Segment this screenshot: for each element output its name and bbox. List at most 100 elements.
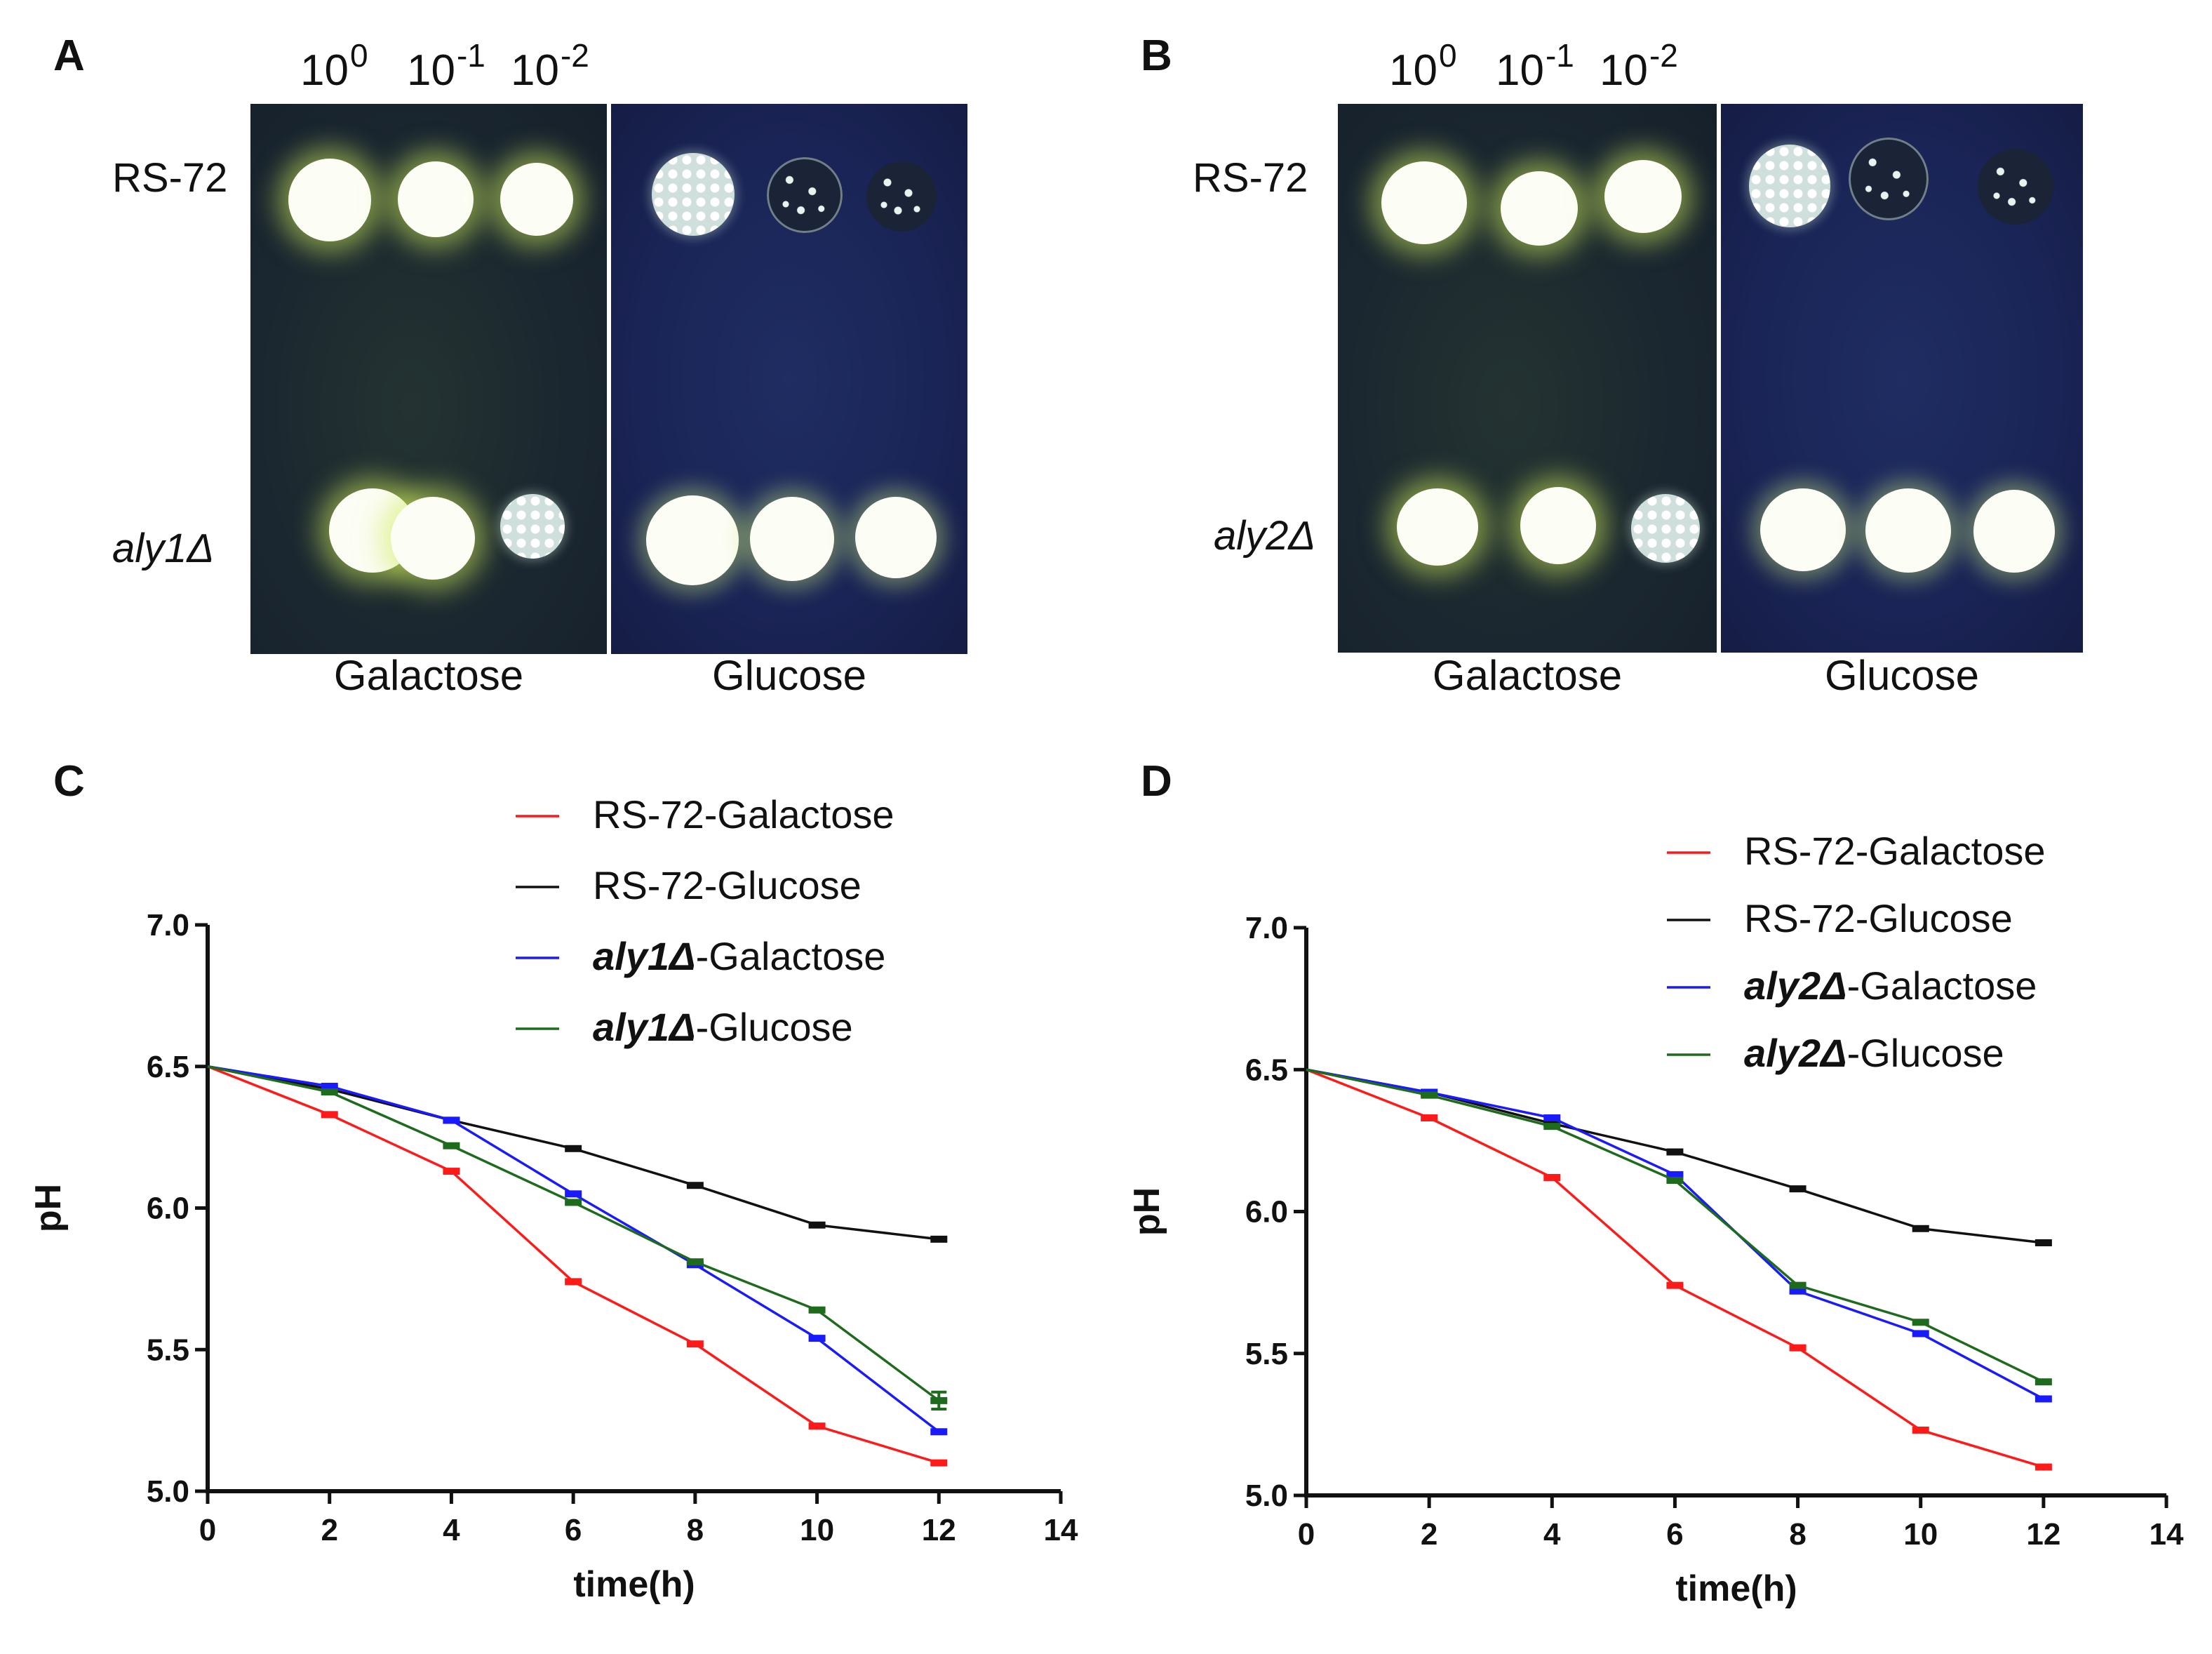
panel-d-letter: D: [1141, 757, 1172, 806]
plate-galactose: [250, 104, 607, 654]
data-point-marker: [1666, 1281, 1684, 1289]
x-tick-label: 12: [922, 1513, 956, 1547]
y-tick-label: 5.5: [1245, 1337, 1288, 1371]
data-point-marker: [1666, 1177, 1684, 1185]
dilution-exponent: -2: [1649, 37, 1678, 74]
data-point-marker: [1789, 1281, 1807, 1289]
plate-galactose: [1338, 104, 1717, 653]
x-tick-label: 0: [199, 1513, 216, 1547]
colony-spot-sparse: [1978, 149, 2053, 225]
colony-spot-sparse: [866, 161, 937, 232]
y-tick-label: 6.0: [1245, 1195, 1288, 1229]
data-point-marker: [1912, 1319, 1929, 1326]
data-point-marker: [930, 1235, 948, 1243]
y-tick-label: 5.0: [147, 1474, 189, 1509]
colony-spot: [500, 163, 573, 236]
data-point-marker: [808, 1335, 826, 1342]
legend-medium: -Glucose: [1847, 1031, 2004, 1075]
data-point-marker: [1543, 1114, 1561, 1122]
legend-strain: aly1Δ: [593, 934, 696, 978]
medium-label-glucose: Glucose: [711, 652, 867, 699]
colony-spot: [1865, 488, 1951, 573]
data-point-marker: [686, 1340, 704, 1348]
data-point-marker: [321, 1082, 338, 1090]
y-tick-label: 6.5: [147, 1050, 189, 1084]
ph-chart-panel-c: 5.0 5.5 6.0 6.5 7.0 0 2 4 6 8 10 12 14 time(h) pH RS-72…: [28, 792, 1078, 1605]
colony-spot-sparse: [767, 157, 843, 233]
panel-b-letter: B: [1141, 32, 1172, 80]
series-line: [1306, 1068, 2044, 1401]
colony-spot: [1501, 171, 1578, 246]
colony-spot: [1604, 160, 1682, 233]
series-line: [1306, 1068, 2044, 1383]
data-point-marker: [443, 1116, 460, 1124]
data-point-marker: [443, 1168, 460, 1175]
colony-spot: [855, 497, 937, 578]
legend-medium: -Galactose: [704, 792, 894, 836]
data-point-marker: [1421, 1091, 1438, 1099]
strain-label-text: aly1Δ: [112, 526, 215, 571]
colony-spot: [1397, 488, 1478, 566]
legend-entry: RS-72-Glucose: [593, 863, 862, 907]
y-axis-title: pH: [1127, 1187, 1167, 1236]
dilution-exponent: 0: [1438, 37, 1457, 74]
x-axis-title: time(h): [573, 1564, 695, 1605]
legend-strain: RS-72: [593, 792, 704, 836]
panel-a-letter: A: [53, 32, 85, 80]
x-tick-label: 6: [565, 1513, 582, 1547]
data-point-marker: [2035, 1239, 2052, 1246]
medium-label-galactose: Galactose: [333, 652, 524, 699]
x-tick-label: 6: [1666, 1517, 1683, 1552]
colony-spot-sparse: [1849, 138, 1929, 220]
data-point-marker: [565, 1145, 582, 1152]
colony-spot-dense: [1749, 145, 1830, 227]
legend-strain: RS-72: [593, 863, 704, 907]
dilution-label: 10-1: [1496, 36, 1574, 95]
data-point-marker: [808, 1306, 826, 1314]
data-point-marker: [686, 1258, 704, 1266]
medium-label-galactose: Galactose: [1432, 652, 1623, 699]
plate-glucose: [611, 104, 967, 654]
legend-strain: aly2Δ: [1744, 963, 1847, 1008]
dilution-base: 10: [1389, 46, 1437, 95]
dilution-base: 10: [300, 46, 349, 95]
legend-entry: aly1Δ-Glucose: [593, 1005, 853, 1049]
dilution-exponent: 0: [349, 37, 368, 74]
y-tick-label: 5.5: [147, 1333, 189, 1367]
x-tick-label: 8: [687, 1513, 704, 1547]
dilution-exponent: -1: [1545, 37, 1574, 74]
y-tick-label: 7.0: [147, 908, 189, 942]
colony-spot-dense: [1631, 494, 1700, 563]
data-point-marker: [1543, 1173, 1561, 1181]
data-point-marker: [1421, 1114, 1438, 1122]
data-point-marker: [565, 1199, 582, 1206]
data-point-marker: [930, 1428, 948, 1436]
x-tick-label: 0: [1298, 1517, 1315, 1552]
legend-entry: aly2Δ-Galactose: [1744, 963, 2037, 1008]
colony-spot: [1760, 488, 1846, 571]
data-point-marker: [1543, 1123, 1561, 1131]
strain-label-wildtype: RS-72: [1193, 155, 1308, 201]
dilution-base: 10: [511, 46, 559, 95]
data-point-marker: [321, 1088, 338, 1096]
legend-medium: -Glucose: [704, 863, 862, 907]
data-point-marker: [321, 1111, 338, 1119]
colony-spot: [646, 495, 739, 585]
data-point-marker: [1912, 1225, 1929, 1232]
series-line: [207, 1065, 939, 1465]
dilution-exponent: -2: [560, 37, 589, 74]
legend-strain: RS-72: [1744, 829, 1856, 873]
legend-medium: -Galactose: [1847, 963, 2037, 1008]
data-point-marker: [565, 1190, 582, 1198]
y-tick-label: 6.5: [1245, 1053, 1288, 1087]
dilution-base: 10: [1496, 46, 1544, 95]
ph-chart-panel-d: 5.0 5.5 6.0 6.5 7.0 0 2 4 6 8 10 12 14 time(h) pH RS-72…: [1127, 829, 2184, 1609]
y-tick-label: 7.0: [1245, 911, 1288, 945]
dilution-label: 100: [300, 36, 368, 95]
x-tick-label: 12: [2026, 1517, 2060, 1552]
strain-label-mutant: aly2Δ: [1214, 512, 1315, 559]
legend-entry: RS-72-Galactose: [1744, 829, 2046, 873]
y-tick-label: 6.0: [147, 1192, 189, 1226]
x-tick-label: 10: [800, 1513, 834, 1547]
dilution-exponent: -1: [456, 37, 485, 74]
